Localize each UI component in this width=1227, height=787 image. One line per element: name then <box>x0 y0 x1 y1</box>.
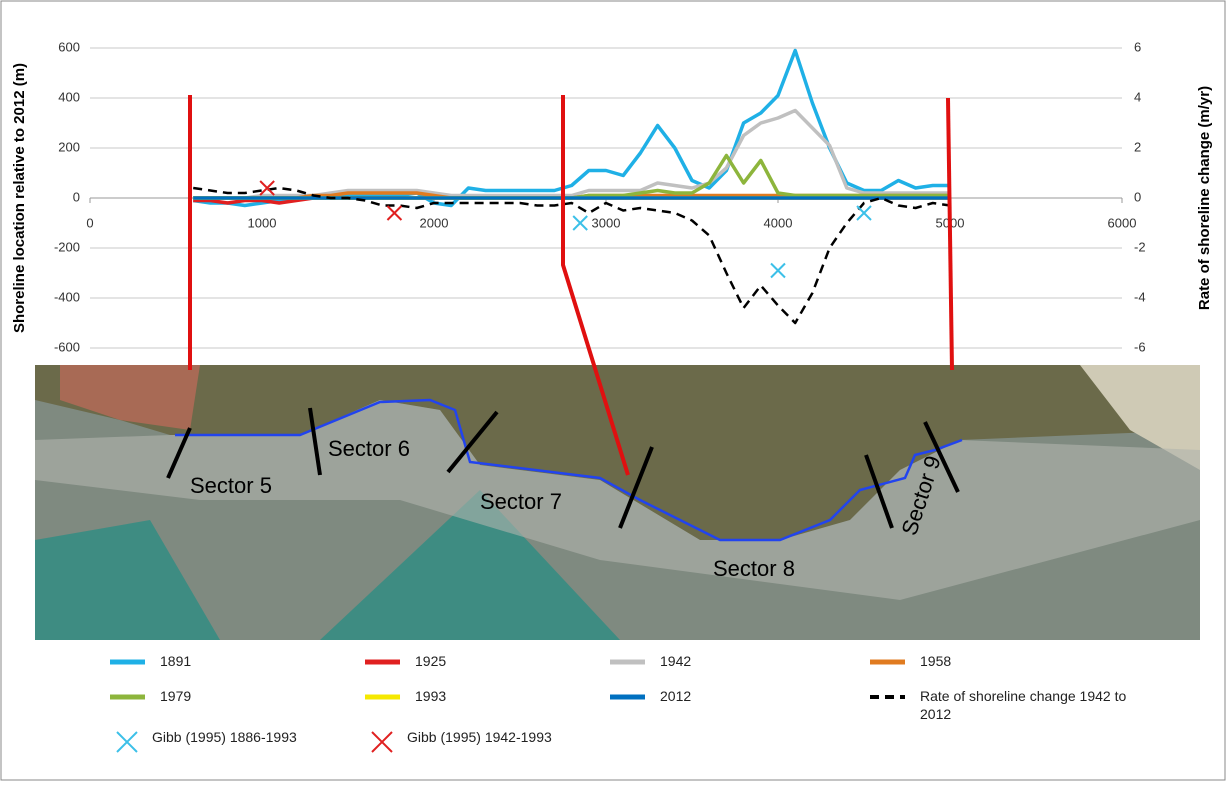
y-axis-title: Shoreline location relative to 2012 (m) <box>11 63 28 333</box>
legend-label: Gibb (1995) 1942-1993 <box>407 728 617 746</box>
legend-label: 1979 <box>160 687 370 705</box>
y-tick-label: 400 <box>58 89 80 104</box>
x-tick-label: 6000 <box>1108 215 1137 230</box>
x-tick-label: 0 <box>86 215 93 230</box>
chart: Sector 5 Sector 6 Sector 7 Sector 8 Sect… <box>0 0 1227 782</box>
y-tick-label: -200 <box>54 239 80 254</box>
y-tick-label: 600 <box>58 39 80 54</box>
y-tick-label: 0 <box>73 189 80 204</box>
y2-tick-label: -6 <box>1134 339 1146 354</box>
y2-tick-label: -4 <box>1134 289 1146 304</box>
y2-tick-label: 4 <box>1134 89 1141 104</box>
y-tick-label: -400 <box>54 289 80 304</box>
y2-tick-label: 6 <box>1134 39 1141 54</box>
sector-label: Sector 5 <box>190 473 272 498</box>
legend-entry: Gibb (1995) 1942-1993 <box>407 728 617 772</box>
legend-entry: 1993 <box>415 687 625 731</box>
y-tick-label: 200 <box>58 139 80 154</box>
y2-tick-label: 2 <box>1134 139 1141 154</box>
y2-tick-label: -2 <box>1134 239 1146 254</box>
legend-entry: 2012 <box>660 687 870 731</box>
legend-label: 1958 <box>920 652 1130 670</box>
y2-axis-title: Rate of shoreline change (m/yr) <box>1196 86 1213 310</box>
legend-entry: Rate of shoreline change 1942 to 2012 <box>920 687 1130 731</box>
sector-label: Sector 7 <box>480 489 562 514</box>
aerial-photo <box>35 365 1200 640</box>
sector-label: Sector 8 <box>713 556 795 581</box>
legend-label: 1925 <box>415 652 625 670</box>
y2-tick-label: 0 <box>1134 189 1141 204</box>
legend-label: Gibb (1995) 1886-1993 <box>152 728 362 746</box>
legend-entry: 1979 <box>160 687 370 731</box>
legend-label: Rate of shoreline change 1942 to 2012 <box>920 687 1130 723</box>
x-tick-label: 3000 <box>592 215 621 230</box>
legend-label: 1993 <box>415 687 625 705</box>
x-tick-label: 2000 <box>420 215 449 230</box>
legend-label: 1942 <box>660 652 870 670</box>
legend-label: 2012 <box>660 687 870 705</box>
x-tick-label: 4000 <box>764 215 793 230</box>
x-tick-label: 1000 <box>248 215 277 230</box>
legend-entry: Gibb (1995) 1886-1993 <box>152 728 362 772</box>
sector-label: Sector 6 <box>328 436 410 461</box>
legend-label: 1891 <box>160 652 370 670</box>
y-tick-label: -600 <box>54 339 80 354</box>
